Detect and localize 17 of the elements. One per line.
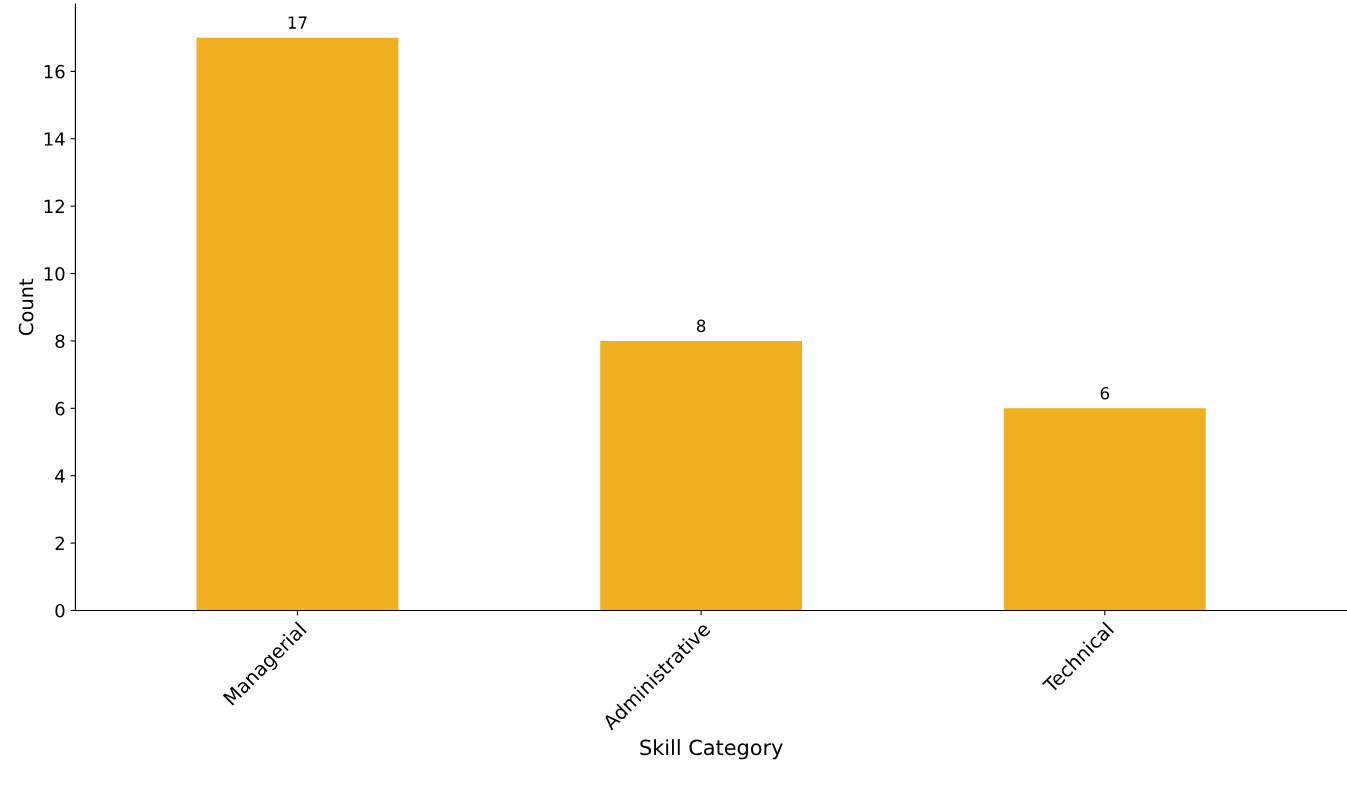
bar bbox=[1003, 408, 1206, 611]
bar bbox=[600, 340, 803, 611]
y-tick-label: 8 bbox=[55, 334, 65, 349]
y-tick-label: 0 bbox=[55, 603, 65, 618]
y-tick-label: 4 bbox=[55, 469, 65, 483]
y-tick-label: 14 bbox=[44, 132, 65, 146]
data-label: 8 bbox=[696, 319, 706, 333]
data-label: 6 bbox=[1100, 386, 1110, 400]
bar bbox=[196, 37, 399, 611]
y-tick-label: 2 bbox=[55, 536, 64, 550]
y-tick-label: 10 bbox=[44, 267, 65, 281]
y-axis-title: Count bbox=[18, 278, 34, 336]
x-axis-title: Skill Category bbox=[640, 739, 783, 760]
y-tick-label: 16 bbox=[44, 64, 65, 79]
y-tick-label: 6 bbox=[55, 401, 65, 416]
y-tick-label: 12 bbox=[44, 199, 64, 214]
data-label: 17 bbox=[288, 16, 307, 29]
